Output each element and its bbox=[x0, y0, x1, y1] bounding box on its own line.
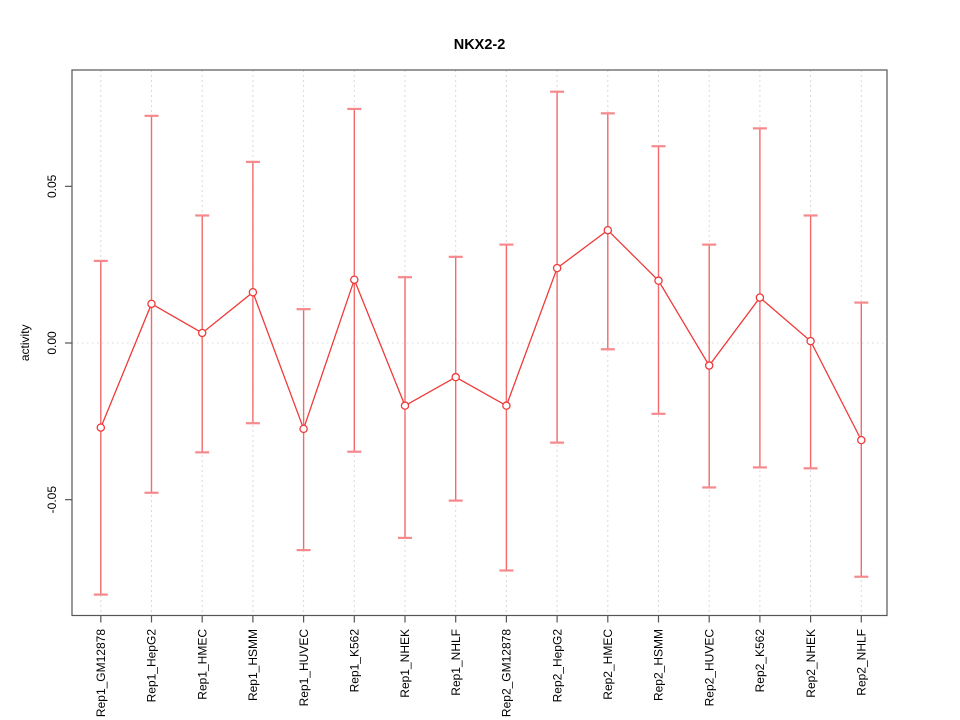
data-point-marker bbox=[603, 225, 613, 235]
data-point-marker bbox=[248, 287, 258, 297]
x-tick-label: Rep2_NHLF bbox=[855, 629, 869, 696]
data-point-marker bbox=[857, 435, 866, 445]
x-tick-label: Rep1_NHEK bbox=[398, 629, 412, 698]
chart-title: NKX2-2 bbox=[454, 37, 506, 53]
plot-border bbox=[71, 69, 888, 617]
x-tick-label: Rep2_NHEK bbox=[804, 629, 818, 698]
x-tick-label: Rep2_HepG2 bbox=[550, 629, 564, 703]
x-tick-label: Rep1_HUVEC bbox=[297, 629, 311, 707]
data-point-marker bbox=[755, 293, 765, 302]
data-point-marker bbox=[400, 401, 410, 410]
series-line bbox=[100, 229, 862, 441]
x-tick-label: Rep2_K562 bbox=[753, 629, 767, 693]
x-tick-label: Rep1_HepG2 bbox=[145, 629, 159, 703]
x-tick-label: Rep2_HSMM bbox=[652, 629, 666, 701]
x-tick-label: Rep2_HMEC bbox=[601, 629, 615, 700]
data-point-marker bbox=[147, 299, 156, 309]
y-tick-label: -0.05 bbox=[45, 486, 59, 514]
x-tick-label: Rep1_GM12878 bbox=[94, 629, 108, 717]
y-axis-label: activity bbox=[18, 324, 32, 361]
x-axis: Rep1_GM12878 Rep1_HepG2 Rep1_HMEC Rep1_HSMM… bbox=[94, 615, 869, 717]
series-polyline bbox=[100, 229, 862, 441]
data-point-marker bbox=[502, 401, 511, 410]
data-point-marker bbox=[806, 336, 815, 346]
data-point-marker bbox=[299, 424, 308, 434]
y-axis: 0.05 0.00 -0.05 bbox=[45, 174, 72, 513]
data-point-marker bbox=[654, 276, 663, 285]
data-point-marker bbox=[451, 372, 460, 382]
y-tick-label: 0.05 bbox=[45, 174, 59, 198]
data-point-marker bbox=[197, 328, 207, 338]
data-point-marker bbox=[552, 263, 562, 273]
data-point-marker bbox=[704, 361, 714, 370]
y-tick-label: 0.00 bbox=[45, 331, 59, 355]
data-point-marker bbox=[350, 275, 359, 284]
data-points bbox=[96, 225, 866, 445]
x-tick-label: Rep2_HUVEC bbox=[702, 629, 716, 707]
data-point-marker bbox=[96, 423, 106, 432]
x-tick-label: Rep1_HSMM bbox=[246, 629, 260, 701]
x-tick-label: Rep1_HMEC bbox=[195, 629, 209, 700]
x-tick-label: Rep1_NHLF bbox=[449, 629, 463, 696]
x-tick-label: Rep1_K562 bbox=[348, 629, 362, 693]
x-tick-label: Rep2_GM12878 bbox=[500, 629, 514, 717]
